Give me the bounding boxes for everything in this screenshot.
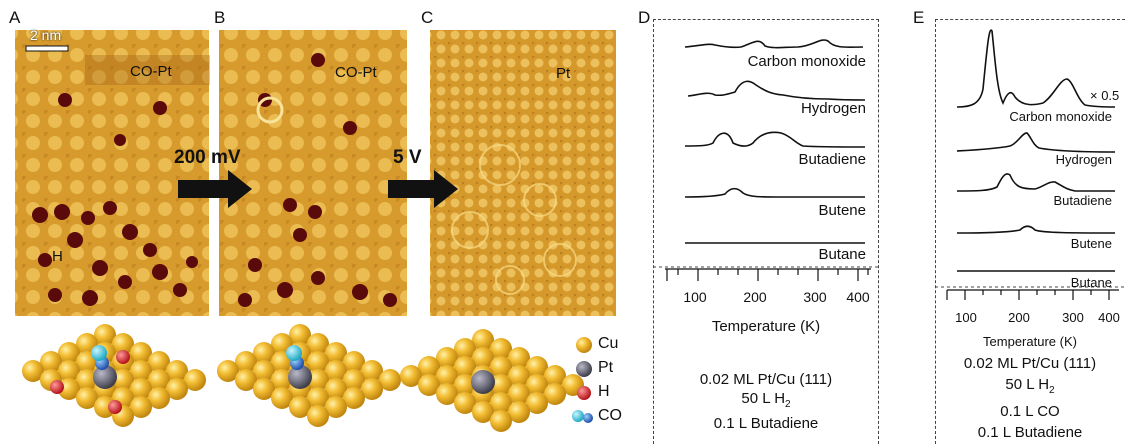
legend-h-marker — [577, 386, 591, 400]
legend-pt-marker — [576, 361, 592, 377]
trace-d-butene — [684, 187, 865, 198]
legend-h-label: H — [598, 383, 610, 400]
panel-letter-d: D — [638, 8, 651, 27]
cond-e-line4: 0.1 L Butadiene — [977, 424, 1083, 441]
label-e-carbon-monoxide: Carbon monoxide — [1009, 109, 1112, 124]
cond-d-line3: 0.1 L Butadiene — [713, 415, 819, 432]
xlabel-e: Temperature (K) — [983, 334, 1077, 349]
cond-e-line1: 0.02 ML Pt/Cu (111) — [963, 355, 1097, 372]
scale-bar — [25, 45, 69, 52]
label-pt-c: Pt — [556, 65, 571, 82]
panel-e-frame — [935, 19, 1125, 444]
scale-note-e: × 0.5 — [1090, 88, 1120, 103]
stm-image-b — [219, 30, 407, 316]
panel-letter-c: C — [421, 8, 434, 27]
cond-d-line1: 0.02 ML Pt/Cu (111) — [699, 371, 833, 388]
cond-e-line2: 50 L H2 — [1005, 376, 1055, 396]
trace-e-butadiene — [956, 173, 1115, 192]
panel-d-frame — [653, 19, 879, 444]
model-b — [217, 324, 401, 427]
tick-e-300: 300 — [1062, 310, 1084, 325]
tick-d-300: 300 — [803, 289, 827, 305]
panel-d-traces — [653, 39, 879, 281]
panel-d-ticks — [666, 269, 869, 281]
conditions-d: 0.02 ML Pt/Cu (111) 50 L H2 0.1 L Butadi… — [653, 370, 879, 433]
panel-letter-b: B — [214, 8, 226, 27]
label-d-butene: Butene — [818, 202, 866, 219]
panel-letter-a: A — [9, 8, 21, 27]
label-copt-b: CO-Pt — [335, 64, 377, 81]
stm-image-c — [430, 30, 616, 316]
label-e-butadiene: Butadiene — [1053, 193, 1112, 208]
tick-e-200: 200 — [1008, 310, 1030, 325]
label-d-carbon-monoxide: Carbon monoxide — [747, 53, 866, 70]
label-h-a: H — [52, 248, 63, 265]
model-c — [400, 329, 584, 432]
model-a — [22, 324, 206, 427]
conditions-e: 0.02 ML Pt/Cu (111) 50 L H2 0.1 L CO 0.1… — [935, 353, 1125, 443]
scale-bar-label: 2 nm — [30, 27, 62, 43]
arrow-label-200mv: 200 mV — [174, 147, 241, 168]
legend-pt-label: Pt — [598, 359, 614, 376]
arrow-200mv — [178, 170, 252, 208]
legend-cu-marker — [576, 337, 592, 353]
trace-e-butene — [956, 225, 1116, 234]
arrow-5v — [388, 170, 458, 208]
trace-e-hydrogen — [956, 132, 1116, 153]
trace-d-butadiene — [684, 131, 866, 148]
legend-markers — [572, 337, 593, 423]
trace-d-hydrogen — [687, 80, 866, 101]
tick-d-400: 400 — [846, 289, 870, 305]
panel-e-traces — [935, 29, 1125, 300]
xlabel-d: Temperature (K) — [711, 318, 821, 335]
panel-e-ticks — [946, 290, 1110, 300]
panel-letter-e: E — [913, 8, 925, 27]
stm-figure — [15, 30, 616, 432]
tick-d-100: 100 — [683, 289, 707, 305]
trace-d-carbon-monoxide — [684, 39, 864, 49]
label-e-butane: Butane — [1070, 275, 1112, 290]
legend-cu-label: Cu — [598, 335, 619, 352]
legend-co-marker-o — [583, 413, 593, 423]
tick-e-100: 100 — [955, 310, 977, 325]
label-e-butene: Butene — [1070, 236, 1112, 251]
trace-e-carbon-monoxide — [956, 29, 1116, 108]
label-d-hydrogen: Hydrogen — [800, 100, 866, 117]
cond-e-line3: 0.1 L CO — [1000, 403, 1060, 420]
tick-e-400: 400 — [1098, 310, 1120, 325]
tick-d-200: 200 — [743, 289, 767, 305]
label-d-butadiene: Butadiene — [798, 151, 866, 168]
arrow-label-5v: 5 V — [393, 147, 422, 168]
legend-co-marker-c — [572, 410, 584, 422]
label-copt-a: CO-Pt — [130, 63, 172, 80]
cond-d-line2: 50 L H2 — [741, 390, 791, 410]
legend-co-label: CO — [598, 407, 622, 424]
stm-image-a — [15, 30, 210, 316]
label-d-butane: Butane — [818, 246, 866, 263]
label-e-hydrogen: Hydrogen — [1055, 152, 1112, 167]
